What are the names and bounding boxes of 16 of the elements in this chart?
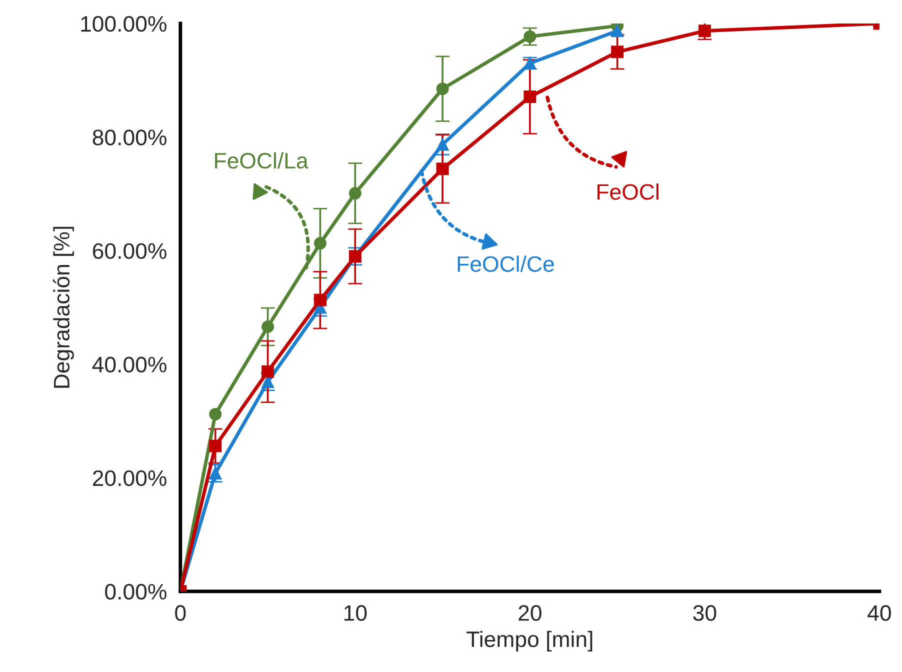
legend-label: FeOCl <box>598 184 658 200</box>
y-tick-label: 40.00% <box>92 356 166 372</box>
y-tick-label: 20.00% <box>92 470 166 486</box>
y-axis-title: Degradación [%] <box>52 226 74 388</box>
y-tick-label: 60.00% <box>92 243 166 259</box>
x-tick-label: 10 <box>344 605 367 621</box>
x-tick-label: 0 <box>175 605 186 621</box>
x-axis-title: Tiempo [min] <box>466 630 592 652</box>
legend-label: FeOCl/Ce <box>458 256 554 272</box>
y-tick-label: 0.00% <box>105 584 166 600</box>
y-tick-label: 100.00% <box>81 16 166 32</box>
x-tick-label: 30 <box>693 605 716 621</box>
x-tick-label: 40 <box>868 605 891 621</box>
y-tick-label: 80.00% <box>92 130 166 146</box>
text: FeOCl/La <box>215 152 308 169</box>
x-tick-label: 20 <box>518 605 542 621</box>
